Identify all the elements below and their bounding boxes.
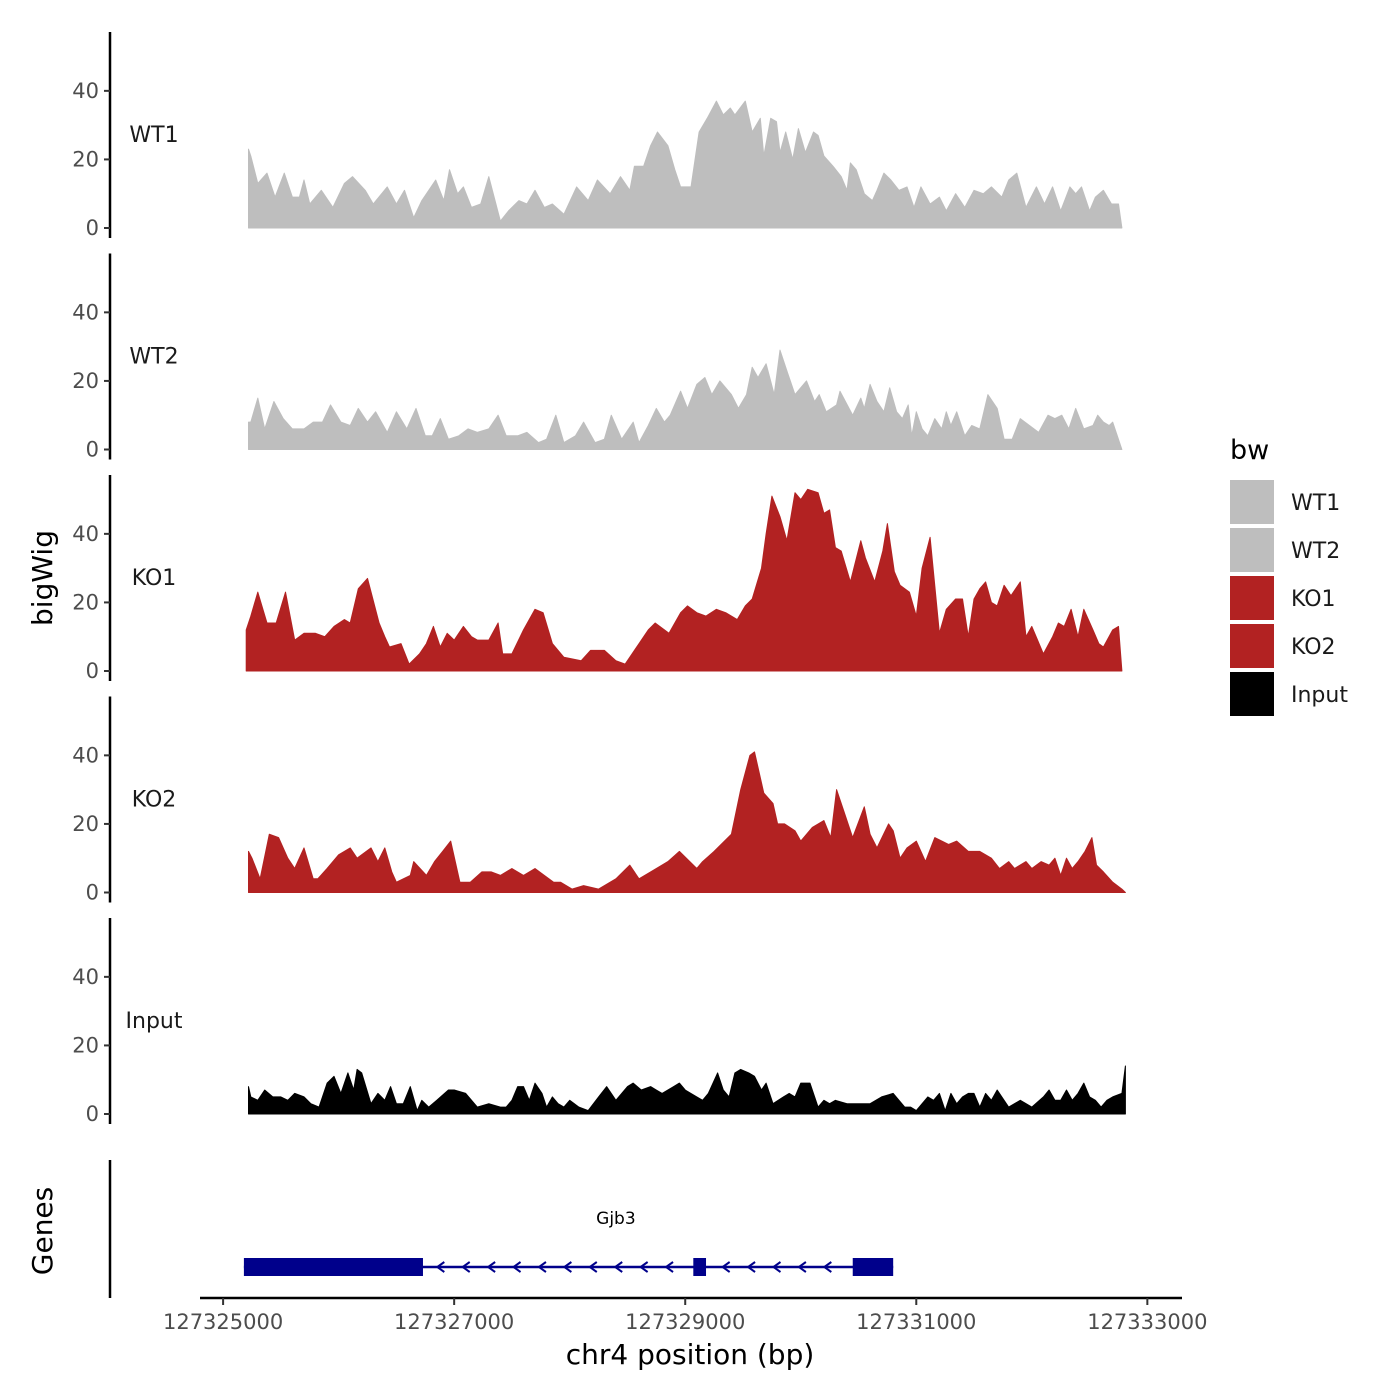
legend-label-wt1: WT1 xyxy=(1291,491,1340,516)
legend-swatch-ko2 xyxy=(1230,624,1274,668)
track-label: Input xyxy=(126,1009,183,1034)
legend-label-wt2: WT2 xyxy=(1291,539,1340,564)
strand-arrow xyxy=(797,1261,807,1273)
track-label: KO1 xyxy=(132,566,177,591)
signal-area xyxy=(248,1065,1126,1115)
y-tick-label: 40 xyxy=(72,965,99,989)
track-label: WT1 xyxy=(129,123,178,148)
gene-track: Gjb3 xyxy=(108,1160,894,1298)
strand-arrow xyxy=(638,1261,649,1273)
y-tick-label: 20 xyxy=(72,369,99,393)
track-ko1: 0 20 40 KO1 xyxy=(72,475,1123,683)
signal-area xyxy=(248,751,1126,893)
signal-area xyxy=(245,488,1123,672)
signal-area xyxy=(248,100,1123,229)
x-axis: 127325000 127327000 127329000 127331000 1273… xyxy=(163,1296,1207,1334)
gene-label: Gjb3 xyxy=(596,1209,636,1229)
strand-arrow xyxy=(613,1261,623,1273)
track-ko2: 0 20 40 KO2 xyxy=(72,696,1126,905)
track-label: WT2 xyxy=(129,345,178,370)
x-tick-label: 127325000 xyxy=(163,1310,283,1334)
legend-label-ko2: KO2 xyxy=(1291,635,1336,660)
y-tick-label: 20 xyxy=(72,147,99,171)
gene-exon xyxy=(693,1258,707,1276)
x-tick-label: 127333000 xyxy=(1087,1310,1207,1334)
y-tick-label: 40 xyxy=(72,522,99,546)
strand-arrow xyxy=(537,1261,547,1273)
strand-arrow xyxy=(720,1261,731,1273)
y-tick-label: 0 xyxy=(86,1102,99,1126)
tracks-layer: 0 20 40 WT1 0 20 40 WT2 0 20 40 KO1 0 20 40 KO2 0 20 40 Inp… xyxy=(72,32,1126,1126)
x-tick-label: 127331000 xyxy=(856,1310,976,1334)
legend-swatch-input xyxy=(1230,672,1274,716)
track-wt1: 0 20 40 WT1 xyxy=(72,32,1123,240)
y-tick-label: 40 xyxy=(72,743,99,767)
legend: bw WT1 WT2 KO1 KO2 Input xyxy=(1230,435,1348,716)
y-tick-label: 40 xyxy=(72,79,99,103)
y-tick-label: 0 xyxy=(86,216,99,240)
strand-arrow xyxy=(664,1261,674,1273)
x-tick-label: 127327000 xyxy=(394,1310,514,1334)
y-tick-label: 0 xyxy=(86,438,99,462)
gene-exon xyxy=(852,1258,894,1276)
legend-label-ko1: KO1 xyxy=(1291,587,1336,612)
signal-area xyxy=(248,349,1123,450)
legend-title: bw xyxy=(1230,435,1269,466)
strand-arrow xyxy=(460,1261,471,1273)
y-tick-label: 0 xyxy=(86,881,99,905)
track-wt2: 0 20 40 WT2 xyxy=(72,253,1123,462)
strand-arrow xyxy=(588,1261,598,1273)
y-tick-label: 40 xyxy=(72,300,99,324)
x-tick-label: 127329000 xyxy=(625,1310,745,1334)
strand-arrow xyxy=(511,1261,522,1273)
legend-label-input: Input xyxy=(1291,683,1348,708)
strand-arrow xyxy=(435,1261,445,1273)
strand-arrow xyxy=(822,1261,832,1273)
strand-arrow xyxy=(562,1261,572,1273)
strand-arrow xyxy=(486,1261,496,1273)
y-tick-label: 20 xyxy=(72,812,99,836)
y-tick-label: 20 xyxy=(72,1033,99,1057)
gene-exon xyxy=(243,1258,423,1276)
y-axis-title: bigWig xyxy=(26,530,59,626)
legend-swatch-wt2 xyxy=(1230,528,1274,572)
y-tick-label: 20 xyxy=(72,590,99,614)
strand-arrow xyxy=(746,1261,756,1273)
strand-arrow xyxy=(771,1261,782,1273)
track-label: KO2 xyxy=(132,788,177,813)
track-input: 0 20 40 Input xyxy=(72,918,1126,1126)
y-tick-label: 0 xyxy=(86,659,99,683)
legend-swatch-wt1 xyxy=(1230,480,1274,524)
legend-swatch-ko1 xyxy=(1230,576,1274,620)
gene-track-title: Genes xyxy=(26,1187,59,1275)
x-axis-title: chr4 position (bp) xyxy=(566,1338,815,1371)
